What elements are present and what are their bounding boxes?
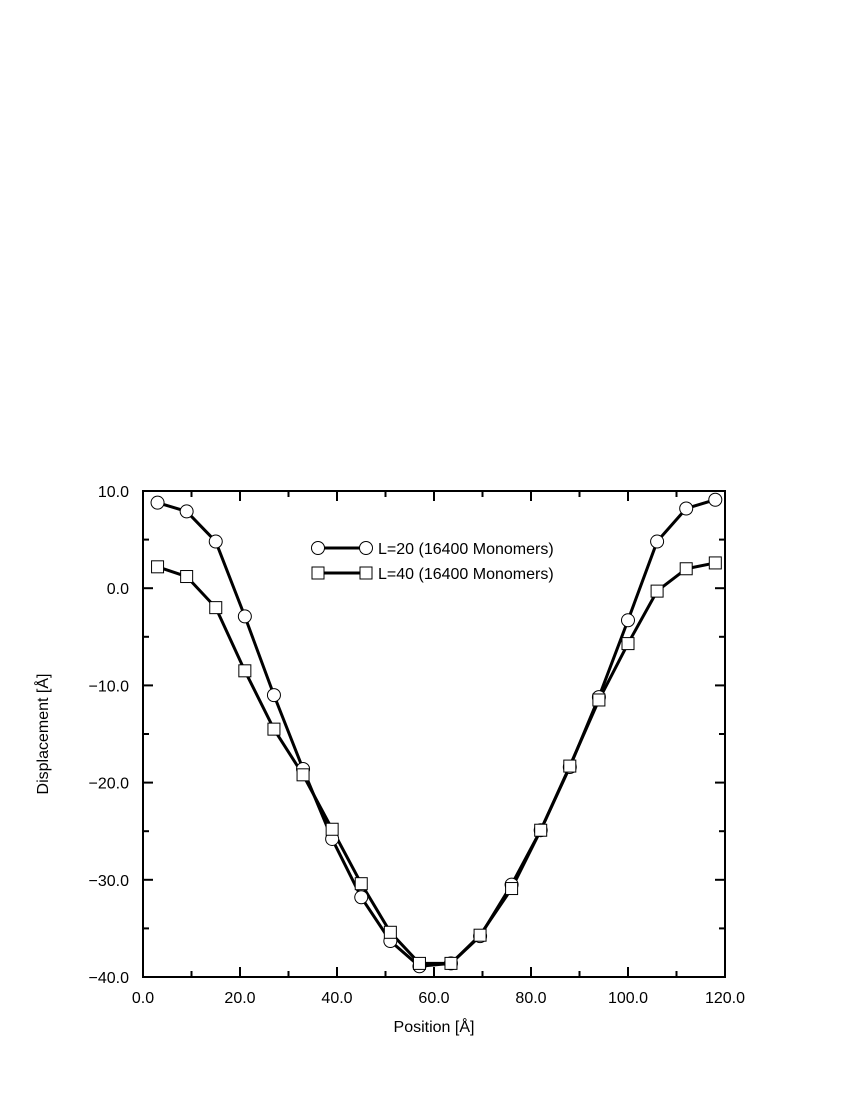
x-tick-label: 20.0 <box>224 990 255 1007</box>
legend-marker-square-right <box>359 566 373 580</box>
x-tick-label: 120.0 <box>705 990 745 1007</box>
data-point-circle <box>150 495 165 510</box>
data-point-square <box>621 637 635 651</box>
data-point-circle <box>621 613 635 628</box>
data-point-square <box>563 759 577 773</box>
y-tick-labels: 10.0 0.0 −10.0 −20.0 −30.0 −40.0 <box>89 484 130 987</box>
x-tick-labels: 0.0 20.0 40.0 60.0 80.0 100.0 120.0 <box>132 990 745 1007</box>
data-point-circle <box>266 688 281 703</box>
data-point-square <box>505 882 519 896</box>
data-point-square <box>296 768 310 782</box>
x-tick-label: 40.0 <box>321 990 352 1007</box>
x-tick-label: 0.0 <box>132 990 154 1007</box>
legend-label-l40: L=40 (16400 Monomers) <box>378 566 554 583</box>
y-tick-label: −30.0 <box>89 873 130 890</box>
data-point-circle <box>179 504 194 519</box>
x-tick-label: 80.0 <box>515 990 546 1007</box>
data-point-square <box>209 601 223 615</box>
data-point-circle <box>650 534 665 549</box>
plot-frame <box>142 490 726 978</box>
y-axis-label: Displacement [Å] <box>33 674 52 795</box>
data-point-square <box>151 560 165 574</box>
y-tick-label: −40.0 <box>89 970 130 987</box>
data-point-circle <box>679 501 694 516</box>
data-point-circle <box>708 492 723 507</box>
data-point-square <box>708 556 722 570</box>
data-point-square <box>180 570 194 584</box>
series-group <box>150 492 723 974</box>
data-point-circle <box>237 609 252 624</box>
legend: L=20 (16400 Monomers) L=40 (16400 Monome… <box>311 541 554 583</box>
series-line-square <box>157 561 716 965</box>
y-tick-label: −10.0 <box>89 678 130 695</box>
legend-marker-circle-right <box>359 541 373 555</box>
data-point-square <box>679 562 693 576</box>
y-tick-label: −20.0 <box>89 776 130 793</box>
legend-marker-square-left <box>311 566 325 580</box>
data-point-square <box>412 956 426 970</box>
y-tick-label: 0.0 <box>107 581 129 598</box>
axis-ticks <box>142 490 726 978</box>
data-point-square <box>383 925 397 939</box>
data-point-square <box>267 722 281 736</box>
x-tick-label: 60.0 <box>418 990 449 1007</box>
x-tick-label: 100.0 <box>608 990 648 1007</box>
data-point-square <box>473 928 487 942</box>
data-point-square <box>238 664 252 678</box>
data-point-square <box>325 822 339 836</box>
data-point-square <box>444 956 458 970</box>
data-point-circle <box>354 890 369 905</box>
data-point-square <box>354 877 368 891</box>
legend-marker-circle-left <box>311 541 325 555</box>
data-point-square <box>592 693 606 707</box>
data-point-circle <box>208 534 223 549</box>
x-axis-label: Position [Å] <box>394 1017 475 1036</box>
y-tick-label: 10.0 <box>98 484 129 501</box>
data-point-square <box>650 584 664 598</box>
data-point-square <box>534 823 548 837</box>
legend-label-l20: L=20 (16400 Monomers) <box>378 541 554 558</box>
